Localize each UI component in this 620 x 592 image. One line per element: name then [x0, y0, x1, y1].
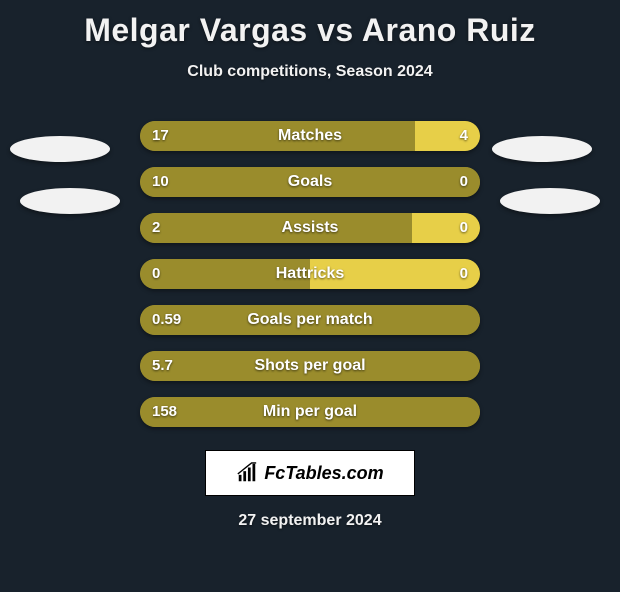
bar-track [140, 167, 480, 197]
placeholder-ellipse [20, 188, 120, 214]
stats-container: Matches174Goals100Assists20Hattricks00Go… [0, 121, 620, 427]
bar-segment-left [140, 351, 480, 381]
stat-row: Assists20 [0, 213, 620, 243]
placeholder-ellipse [492, 136, 592, 162]
chart-icon [236, 462, 258, 484]
bar-track [140, 351, 480, 381]
bar-segment-left [140, 397, 480, 427]
stat-row: Hattricks00 [0, 259, 620, 289]
stat-row: Shots per goal5.7 [0, 351, 620, 381]
bar-track [140, 121, 480, 151]
bar-track [140, 397, 480, 427]
bar-segment-right [415, 121, 480, 151]
bar-segment-left [140, 121, 415, 151]
subtitle: Club competitions, Season 2024 [0, 63, 620, 81]
bar-segment-left [140, 259, 310, 289]
bar-segment-left [140, 305, 480, 335]
brand-badge: FcTables.com [205, 450, 415, 496]
stat-row: Goals per match0.59 [0, 305, 620, 335]
placeholder-ellipse [500, 188, 600, 214]
bar-segment-left [140, 167, 480, 197]
bar-segment-right [412, 213, 480, 243]
date-label: 27 september 2024 [0, 512, 620, 530]
bar-segment-left [140, 213, 412, 243]
bar-track [140, 213, 480, 243]
bar-track [140, 305, 480, 335]
placeholder-ellipse [10, 136, 110, 162]
stat-row: Min per goal158 [0, 397, 620, 427]
brand-text: FcTables.com [264, 463, 383, 484]
page-title: Melgar Vargas vs Arano Ruiz [0, 12, 620, 49]
bar-track [140, 259, 480, 289]
bar-segment-right [310, 259, 480, 289]
